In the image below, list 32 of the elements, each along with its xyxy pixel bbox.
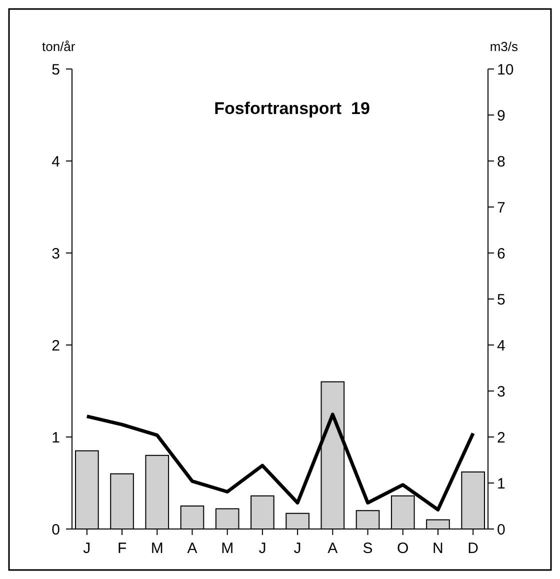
y-tick-label: 5: [52, 61, 60, 78]
x-tick-label: J: [258, 540, 266, 557]
y2-tick-label: 5: [497, 291, 506, 308]
x-tick-label: S: [362, 540, 373, 557]
y2-tick-label: 3: [497, 383, 506, 400]
y-tick-label: 0: [52, 521, 60, 538]
y2-tick-label: 7: [497, 199, 506, 216]
x-tick-label: J: [294, 540, 302, 557]
x-tick-label: M: [150, 540, 164, 557]
x-tick-label: F: [117, 540, 127, 557]
y2-tick-label: 2: [497, 429, 506, 446]
y2-tick-label: 9: [497, 107, 506, 124]
y-axis-title: ton/år: [42, 39, 76, 54]
y-tick-label: 3: [52, 245, 60, 262]
y2-tick-label: 0: [497, 521, 506, 538]
x-tick-label: A: [328, 540, 338, 557]
y2-tick-label: 8: [497, 153, 506, 170]
text: Fosfortransport 19: [214, 99, 370, 118]
y2-tick-label: 10: [497, 61, 514, 78]
x-tick-label: A: [187, 540, 198, 557]
y-tick-label: 1: [52, 429, 60, 446]
y2-tick-label: 4: [497, 337, 506, 354]
x-tick-label: M: [221, 540, 234, 557]
y-tick-label: 2: [52, 337, 60, 354]
y2-axis-title: m3/s: [490, 39, 518, 54]
x-tick-label: D: [468, 540, 479, 557]
y2-tick-label: 1: [497, 475, 506, 492]
y-tick-label: 4: [52, 153, 60, 170]
y2-tick-label: 6: [497, 245, 506, 262]
x-tick-label: O: [397, 540, 409, 557]
x-tick-label: J: [83, 540, 91, 557]
x-tick-label: N: [432, 540, 444, 557]
